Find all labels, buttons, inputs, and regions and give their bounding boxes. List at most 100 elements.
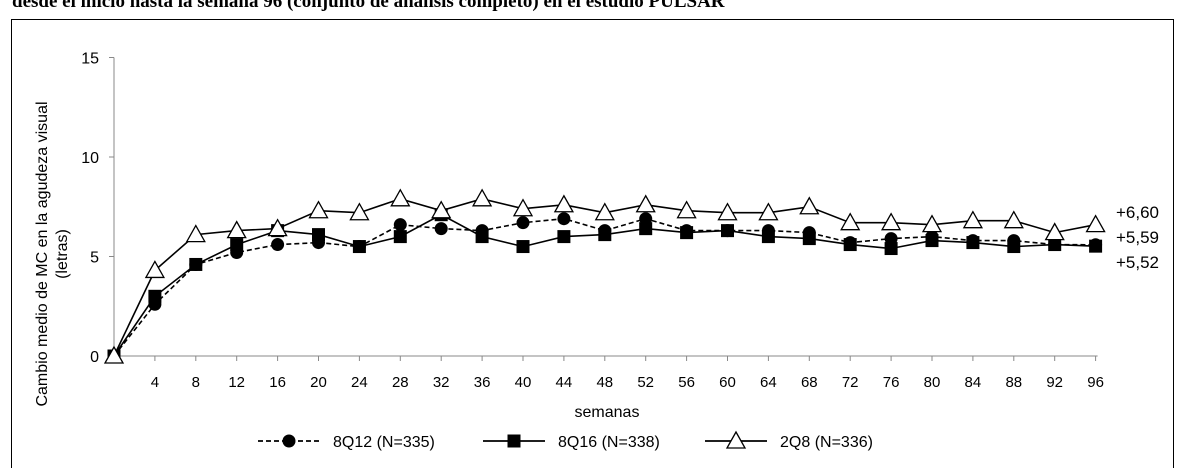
data-point-triangle — [921, 214, 943, 233]
data-point-triangle — [1044, 222, 1065, 241]
data-point-triangle — [635, 194, 656, 213]
data-point-circle — [516, 216, 530, 230]
x-tick-label: 32 — [433, 374, 450, 391]
data-point-triangle — [594, 202, 615, 221]
data-point-triangle — [103, 345, 125, 364]
data-point-circle — [475, 224, 489, 238]
x-tick-label: 96 — [1087, 374, 1104, 391]
data-point-circle — [1007, 234, 1021, 248]
data-point-circle — [352, 240, 366, 254]
legend-item: 2Q8 (N=336) — [705, 430, 873, 451]
data-point-square — [884, 242, 898, 256]
x-tick-label: 56 — [678, 374, 695, 391]
data-point-triangle — [267, 218, 288, 237]
legend-label: 2Q8 (N=336) — [780, 434, 873, 451]
y-axis-label-line: Cambio medio de MC en la agudeza visual — [34, 101, 51, 406]
data-point-circle — [802, 226, 816, 240]
data-point-triangle — [758, 202, 779, 221]
y-tick-label: 5 — [90, 250, 99, 267]
data-point-triangle — [962, 210, 984, 229]
legend-marker-triangle — [725, 430, 747, 449]
series-line — [113, 197, 1096, 357]
y-tick-label: 15 — [81, 51, 99, 68]
x-tick-label: 52 — [637, 374, 654, 391]
data-point-circle — [312, 236, 325, 250]
legend-item: 8Q16 (N=338) — [483, 434, 660, 451]
data-point-circle — [843, 236, 857, 250]
y-axis-label-line: (letras) — [54, 229, 71, 279]
x-tick-label: 64 — [760, 374, 777, 391]
x-tick-label: 44 — [556, 374, 573, 391]
x-tick-label: 88 — [1005, 374, 1022, 391]
data-point-triangle — [676, 200, 697, 219]
legend-label: 8Q16 (N=338) — [558, 434, 660, 451]
x-tick-label: 28 — [392, 374, 409, 391]
series-circle — [107, 212, 1103, 363]
data-point-square — [557, 230, 571, 244]
data-point-circle — [598, 224, 612, 238]
y-tick-label: 0 — [90, 349, 99, 366]
data-point-triangle — [308, 200, 329, 219]
x-tick-label: 20 — [310, 374, 327, 391]
data-point-circle — [230, 246, 244, 260]
x-tick-label: 24 — [351, 374, 368, 391]
data-point-square — [516, 240, 530, 254]
data-point-circle — [1048, 238, 1062, 252]
data-point-triangle — [471, 188, 493, 207]
x-tick-label: 16 — [269, 374, 286, 391]
data-point-triangle — [431, 200, 452, 219]
data-point-circle — [271, 238, 285, 252]
data-point-triangle — [717, 202, 738, 221]
legend-marker-circle — [282, 434, 296, 448]
x-tick-label: 68 — [801, 374, 818, 391]
data-point-circle — [148, 297, 162, 311]
data-point-triangle — [880, 212, 902, 231]
data-point-circle — [639, 212, 653, 226]
legend-item: 8Q12 (N=335) — [258, 434, 435, 451]
data-point-circle — [189, 257, 203, 271]
data-point-triangle — [799, 196, 820, 215]
data-point-square — [393, 230, 407, 244]
page-title: desde el inicio hasta la semana 96 (conj… — [12, 0, 725, 12]
data-point-triangle — [553, 194, 575, 213]
x-axis-label: semanas — [575, 404, 640, 421]
figure-frame — [11, 19, 1174, 468]
data-point-triangle — [1003, 210, 1024, 229]
data-point-circle — [761, 224, 775, 238]
data-point-triangle — [840, 212, 861, 231]
data-point-circle — [393, 218, 407, 232]
x-tick-label: 40 — [515, 374, 532, 391]
data-point-triangle — [144, 260, 166, 279]
legend-label: 8Q12 (N=335) — [333, 434, 435, 451]
labels-layer: +6,60 +5,59 +5,52 — [1116, 203, 1159, 272]
end-value-label: +6,60 — [1116, 203, 1159, 222]
data-point-circle — [1089, 238, 1103, 252]
data-point-circle — [680, 224, 694, 238]
data-point-triangle — [226, 220, 247, 239]
data-point-triangle — [512, 198, 534, 217]
legend-marker-square — [507, 434, 521, 448]
end-value-label: +5,59 — [1116, 228, 1159, 247]
data-point-circle — [884, 232, 898, 246]
data-point-circle — [557, 212, 571, 226]
x-tick-label: 92 — [1046, 374, 1063, 391]
x-tick-label: 60 — [719, 374, 736, 391]
data-point-square — [639, 222, 653, 236]
x-tick-label: 12 — [228, 374, 245, 391]
data-point-circle — [966, 234, 980, 248]
x-tick-label: 76 — [883, 374, 900, 391]
x-tick-label: 84 — [965, 374, 982, 391]
x-tick-label: 36 — [474, 374, 491, 391]
x-tick-label: 48 — [596, 374, 613, 391]
data-point-triangle — [390, 188, 411, 207]
x-tick-label: 72 — [842, 374, 859, 391]
end-value-label: +5,52 — [1116, 253, 1159, 272]
y-axis-label: Cambio medio de MC en la agudeza visual(… — [34, 101, 71, 406]
x-tick-label: 4 — [151, 374, 159, 391]
series-layer — [103, 188, 1106, 364]
x-tick-label: 8 — [192, 374, 200, 391]
data-point-circle — [925, 230, 939, 244]
data-point-circle — [721, 224, 734, 238]
